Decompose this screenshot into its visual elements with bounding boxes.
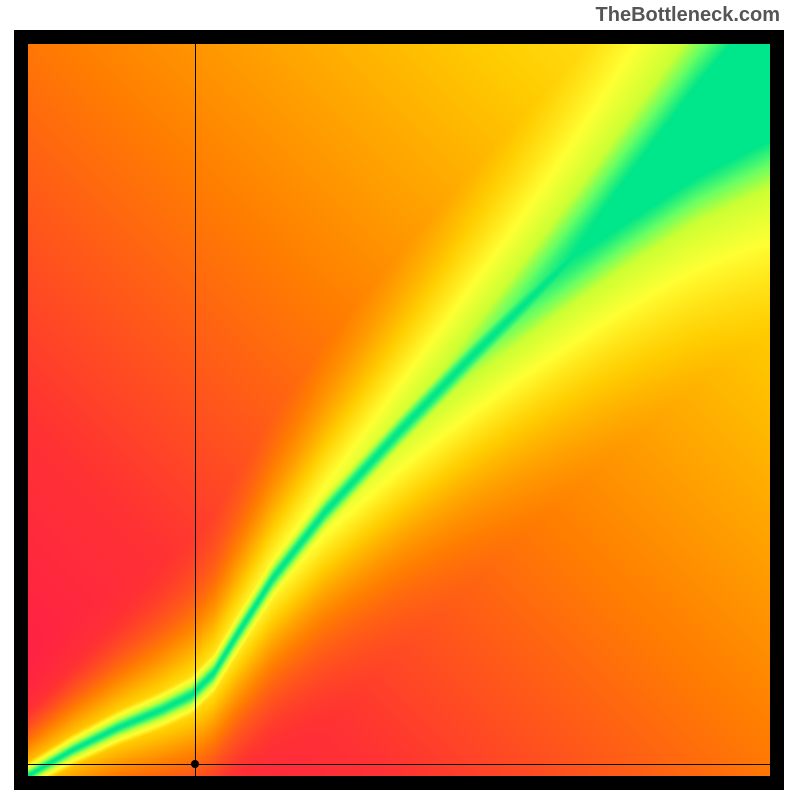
crosshair-horizontal	[28, 764, 770, 765]
crosshair-dot	[191, 760, 199, 768]
heatmap-canvas	[28, 44, 770, 776]
root: TheBottleneck.com	[0, 0, 800, 800]
attribution-text: TheBottleneck.com	[596, 4, 780, 27]
crosshair-vertical	[195, 44, 196, 776]
chart-frame	[14, 30, 784, 790]
plot-area	[28, 44, 770, 776]
